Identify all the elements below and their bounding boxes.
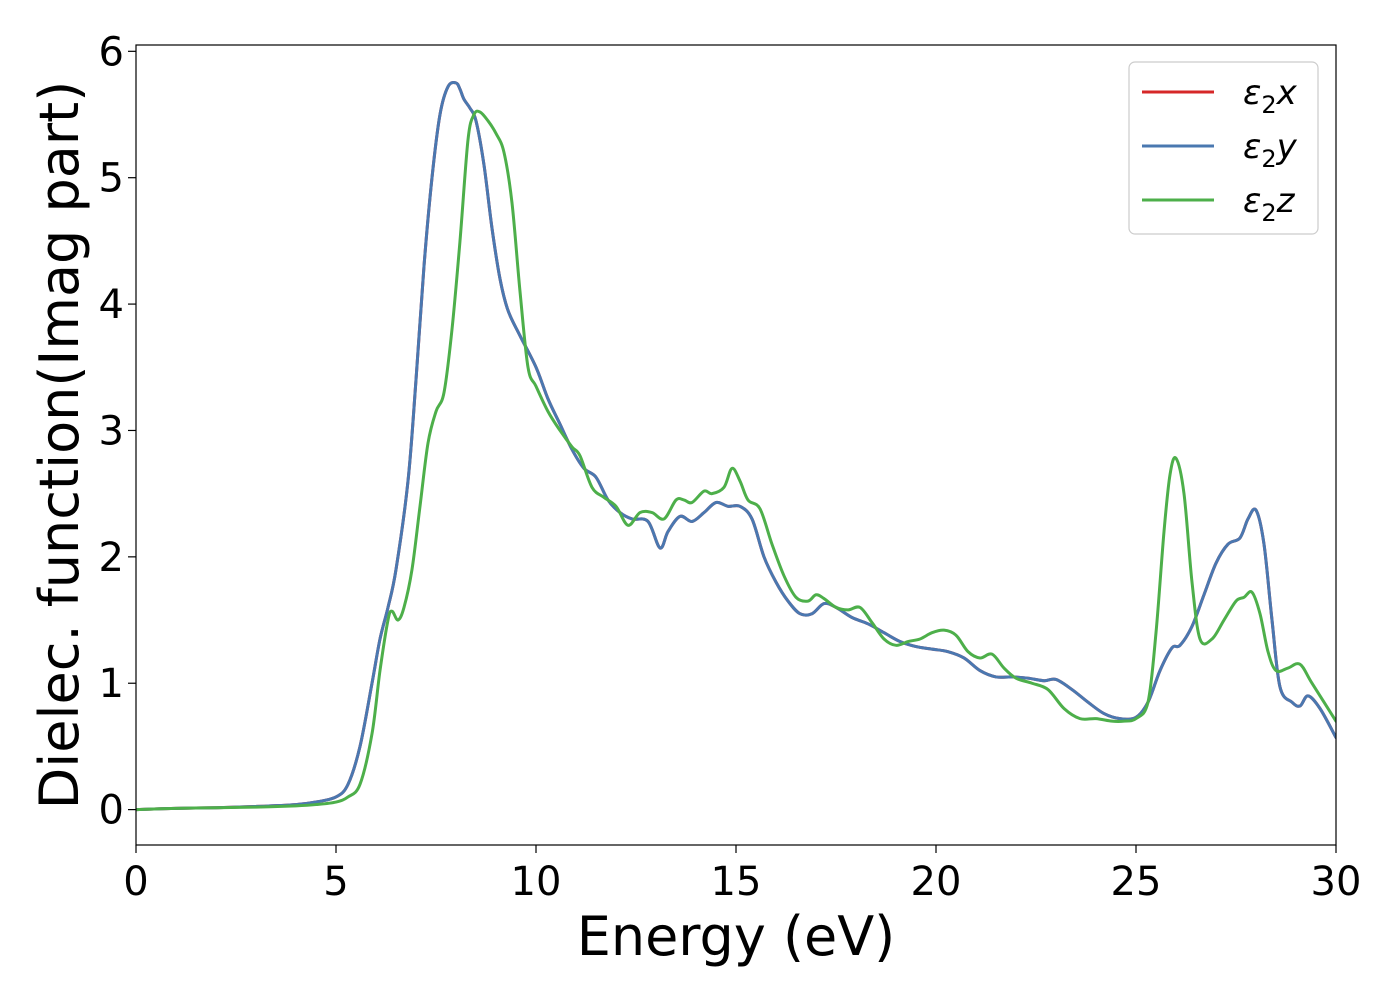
y-tick-label: 6 [99, 29, 124, 75]
legend-label-z: ε2z [1243, 181, 1296, 227]
legend-label-x: ε2x [1243, 73, 1298, 119]
series-line-z [136, 109, 1336, 812]
x-tick-label: 25 [1111, 859, 1162, 905]
y-axis-ticks: 0 1 2 3 4 5 6 [99, 29, 136, 834]
x-tick-label: 0 [123, 859, 148, 905]
y-tick-label: 5 [99, 156, 124, 202]
legend-label-y: ε2y [1243, 127, 1298, 173]
x-tick-label: 10 [511, 859, 562, 905]
legend: ε2x ε2y ε2z [1128, 61, 1319, 235]
y-tick-label: 2 [99, 535, 124, 581]
x-axis-ticks: 0 5 10 15 20 25 30 [123, 845, 1361, 905]
y-tick-label: 3 [99, 408, 124, 454]
x-axis-label: Energy (eV) [577, 905, 896, 968]
legend-box [1128, 61, 1319, 235]
y-tick-label: 4 [99, 282, 124, 328]
y-tick-label: 0 [99, 788, 124, 834]
x-tick-label: 5 [323, 859, 348, 905]
y-axis-label: Dielec. function(Imag part) [28, 81, 91, 810]
x-tick-label: 20 [911, 859, 962, 905]
x-tick-label: 30 [1311, 859, 1362, 905]
y-tick-label: 1 [99, 661, 124, 707]
series-line-y [136, 81, 1336, 812]
series-layer [136, 81, 1336, 812]
x-tick-label: 15 [711, 859, 762, 905]
